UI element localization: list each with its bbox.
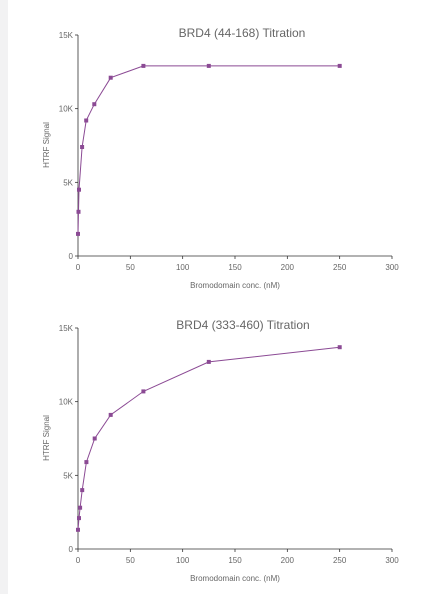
figure-panel bbox=[8, 0, 434, 594]
y-axis-label: HTRF Signal bbox=[42, 415, 51, 461]
x-axis-label: Bromodomain conc. (nM) bbox=[190, 574, 280, 583]
data-point bbox=[77, 516, 81, 521]
data-point bbox=[80, 488, 85, 493]
y-tick-label: 5K bbox=[63, 178, 73, 187]
x-tick-label: 250 bbox=[333, 556, 347, 565]
x-tick-label: 200 bbox=[281, 263, 295, 272]
y-tick-label: 0 bbox=[69, 545, 74, 554]
y-tick-label: 10K bbox=[59, 105, 74, 114]
plot-area bbox=[75, 34, 393, 259]
data-point bbox=[84, 118, 89, 123]
y-tick-labels: 0 5K 10K 15K bbox=[59, 324, 74, 554]
x-tick-label: 250 bbox=[333, 263, 347, 272]
data-point bbox=[108, 75, 113, 80]
y-tick-labels: 0 5K 10K 15K bbox=[59, 31, 74, 261]
data-point bbox=[76, 231, 80, 236]
data-point bbox=[92, 436, 97, 441]
data-point bbox=[92, 102, 97, 107]
data-point bbox=[77, 187, 81, 192]
data-point bbox=[337, 63, 342, 68]
data-point bbox=[76, 527, 80, 532]
x-tick-labels: 0 50 100 150 200 250 300 bbox=[76, 556, 399, 565]
data-point bbox=[80, 145, 85, 149]
data-point bbox=[84, 460, 89, 465]
data-point bbox=[76, 209, 81, 214]
chart-brd4-44-168: BRD4 (44-168) Titration Bromodomain conc… bbox=[42, 26, 399, 290]
data-point bbox=[206, 63, 211, 68]
x-tick-label: 0 bbox=[76, 263, 81, 272]
x-tick-label: 0 bbox=[76, 556, 81, 565]
chart-title: BRD4 (333-460) Titration bbox=[176, 318, 309, 332]
data-point bbox=[141, 63, 146, 68]
x-tick-label: 300 bbox=[385, 556, 399, 565]
y-tick-label: 5K bbox=[63, 471, 73, 480]
x-tick-label: 300 bbox=[385, 263, 399, 272]
x-tick-label: 50 bbox=[126, 556, 135, 565]
x-tick-labels: 0 50 100 150 200 250 300 bbox=[76, 263, 399, 272]
chart-brd4-333-460: BRD4 (333-460) Titration Bromodomain con… bbox=[42, 318, 399, 583]
series-line bbox=[77, 65, 340, 234]
x-axis-label: Bromodomain conc. (nM) bbox=[190, 281, 280, 290]
x-tick-label: 150 bbox=[228, 556, 242, 565]
chart-title: BRD4 (44-168) Titration bbox=[179, 26, 306, 40]
x-tick-label: 150 bbox=[228, 263, 242, 272]
y-tick-label: 15K bbox=[59, 324, 74, 333]
data-point bbox=[206, 359, 211, 364]
data-point bbox=[78, 505, 83, 510]
x-tick-label: 100 bbox=[176, 556, 190, 565]
data-point bbox=[337, 345, 342, 350]
y-tick-label: 15K bbox=[59, 31, 74, 40]
x-tick-label: 50 bbox=[126, 263, 135, 272]
x-tick-label: 200 bbox=[281, 556, 295, 565]
x-tick-label: 100 bbox=[176, 263, 190, 272]
plot-area bbox=[75, 327, 393, 552]
data-point bbox=[141, 389, 146, 394]
data-point bbox=[108, 412, 113, 417]
series-line bbox=[77, 346, 340, 530]
y-tick-label: 0 bbox=[69, 252, 74, 261]
y-axis-label: HTRF Signal bbox=[42, 122, 51, 168]
y-tick-label: 10K bbox=[59, 398, 74, 407]
